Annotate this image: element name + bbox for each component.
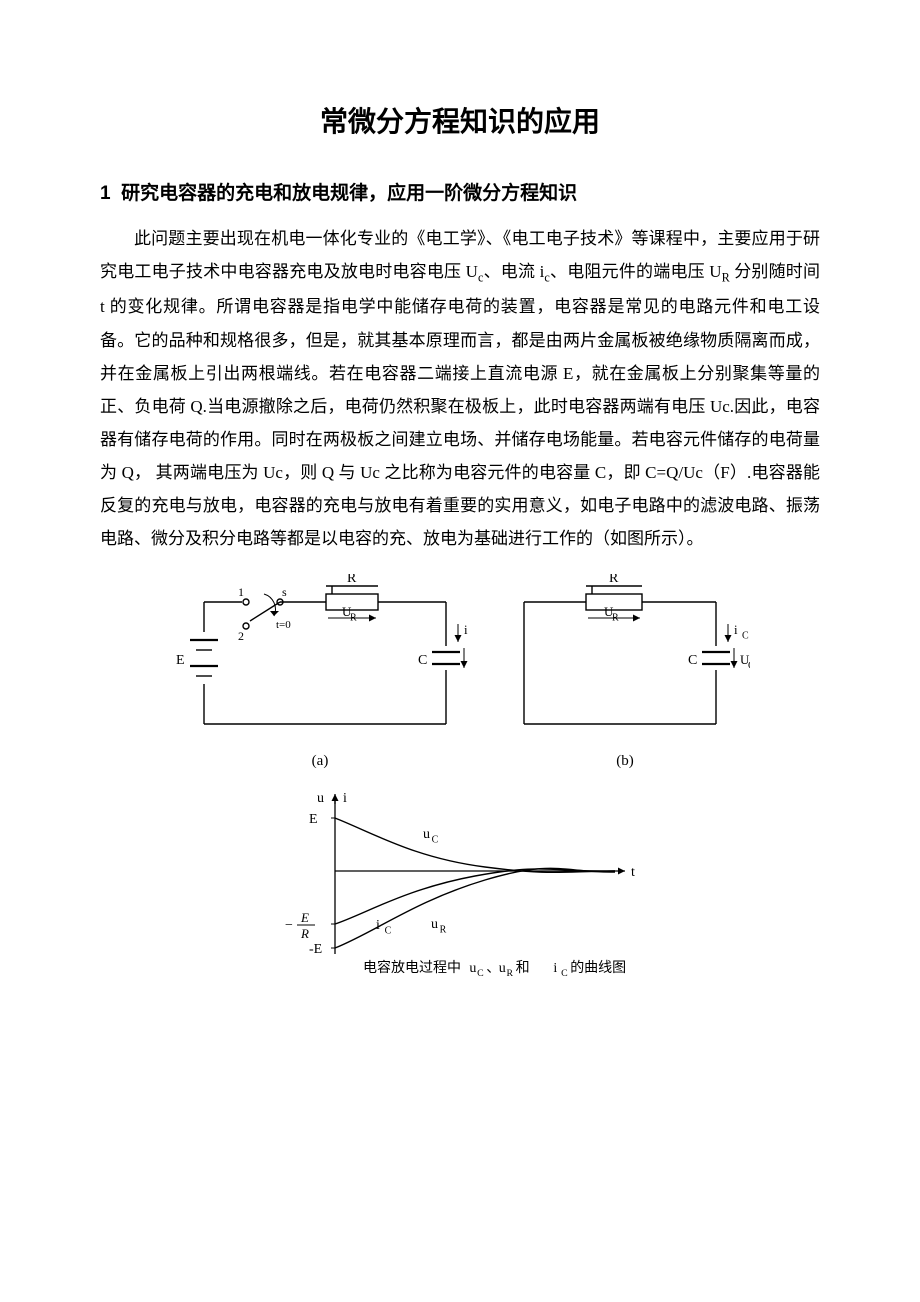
svg-text:C: C <box>688 653 697 668</box>
figures: E12st=0RURiCCUC (a) RURiCCUC (b) uitE−ER… <box>100 574 820 991</box>
circuit-b-caption: (b) <box>616 753 634 770</box>
circuit-a-caption: (a) <box>312 753 329 770</box>
svg-text:电容放电过程中: 电容放电过程中 <box>363 959 461 976</box>
svg-text:s: s <box>282 585 287 599</box>
svg-text:u: u <box>431 917 438 932</box>
svg-text:C: C <box>748 660 750 671</box>
svg-text:E: E <box>300 910 309 925</box>
svg-text:C: C <box>477 968 484 979</box>
document-title: 常微分方程知识的应用 <box>100 100 820 140</box>
svg-text:和: 和 <box>516 960 530 976</box>
svg-text:R: R <box>300 926 309 941</box>
section-heading: 1 研究电容器的充电和放电规律，应用一阶微分方程知识 <box>100 178 820 205</box>
svg-text:R: R <box>347 574 357 586</box>
circuit-b: RURiCCUC (b) <box>500 574 750 770</box>
svg-text:2: 2 <box>238 629 244 643</box>
svg-text:u: u <box>469 961 476 976</box>
svg-text:-E: -E <box>309 942 322 957</box>
svg-text:1: 1 <box>238 585 244 599</box>
circuit-a-svg: E12st=0RURiCCUC <box>170 574 470 749</box>
page: 常微分方程知识的应用 1 研究电容器的充电和放电规律，应用一阶微分方程知识 此问… <box>0 0 920 1051</box>
svg-text:i: i <box>734 622 738 637</box>
section-heading-text: 研究电容器的充电和放电规律，应用一阶微分方程知识 <box>121 183 577 204</box>
svg-text:−: − <box>285 918 293 933</box>
svg-text:C: C <box>418 653 427 668</box>
circuit-b-svg: RURiCCUC <box>500 574 750 749</box>
svg-text:R: R <box>507 968 514 979</box>
svg-text:R: R <box>612 612 619 623</box>
svg-text:R: R <box>609 574 619 586</box>
svg-text:的曲线图: 的曲线图 <box>570 960 626 976</box>
chart-wrap: uitE−ER-EuCuRiC电容放电过程中 uC、uR 和 iC 的曲线图 <box>100 776 820 991</box>
svg-text:u: u <box>499 961 506 976</box>
svg-text:i: i <box>553 961 557 976</box>
svg-text:t=0: t=0 <box>276 619 291 631</box>
svg-text:i: i <box>376 918 380 933</box>
svg-text:C: C <box>385 925 392 936</box>
circuit-a: E12st=0RURiCCUC (a) <box>170 574 470 770</box>
discharge-chart: uitE−ER-EuCuRiC电容放电过程中 uC、uR 和 iC 的曲线图 <box>245 776 675 991</box>
svg-text:C: C <box>742 630 749 641</box>
svg-text:i: i <box>343 791 347 806</box>
svg-text:u: u <box>423 827 430 842</box>
svg-text:i: i <box>464 622 468 637</box>
svg-text:R: R <box>350 612 357 623</box>
section-number: 1 <box>100 183 111 204</box>
svg-text:E: E <box>176 653 185 668</box>
svg-text:C: C <box>432 834 439 845</box>
body-paragraph: 此问题主要出现在机电一体化专业的《电工学》、《电工电子技术》等课程中，主要应用于… <box>100 222 820 556</box>
svg-text:E: E <box>309 812 318 827</box>
svg-text:u: u <box>317 791 324 806</box>
circuit-row: E12st=0RURiCCUC (a) RURiCCUC (b) <box>100 574 820 770</box>
svg-text:t: t <box>631 865 635 880</box>
svg-text:C: C <box>561 968 568 979</box>
svg-text:R: R <box>440 924 447 935</box>
